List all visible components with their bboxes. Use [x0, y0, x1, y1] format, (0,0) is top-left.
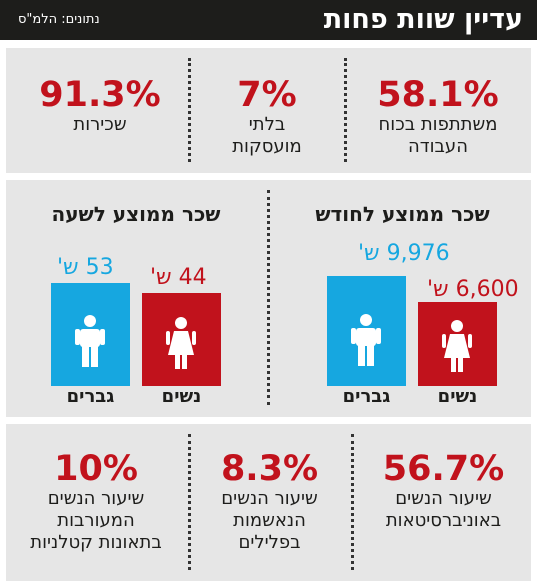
stat-label-line: המעורבות: [57, 510, 135, 531]
divider: [188, 58, 191, 162]
stat-labor-participation: 58.1% משתתפות בכוח העבודה: [348, 76, 528, 158]
woman-icon: [442, 320, 472, 372]
man-icon: [351, 314, 381, 366]
woman-icon: [166, 317, 196, 369]
stat-unemployed: 7% בלתי מועסקות: [192, 76, 342, 158]
bottom-stats-panel: 56.7% שיעור הנשים באוניברסיטאות 8.3% שיע…: [6, 424, 531, 581]
men-monthly-bar: [327, 276, 406, 386]
man-icon: [75, 315, 105, 367]
stat-salaried: 91.3% שכירות: [14, 76, 186, 136]
women-hourly-bar: [142, 293, 221, 386]
stat-label-line: שכירות: [73, 114, 127, 135]
stat-label-line: מועסקות: [232, 136, 302, 157]
stat-label-line: בתאונות קטלניות: [30, 532, 162, 553]
infographic-title: עדיין שוות פחות: [323, 4, 523, 35]
stat-value: 58.1%: [377, 75, 499, 115]
women-monthly-value: 6,600 ש': [427, 277, 519, 302]
stat-label-line: משתתפות בכוח: [378, 114, 498, 135]
men-hourly-value: 53 ש': [57, 255, 114, 280]
stat-value: 7%: [237, 75, 297, 115]
data-source: נתונים: הלמ"ס: [18, 12, 100, 27]
stat-university: 56.7% שיעור הנשים באוניברסיטאות: [356, 450, 531, 532]
stat-label-line: שיעור הנשים: [395, 488, 492, 509]
women-hourly-value: 44 ש': [150, 265, 207, 290]
men-label: גברים: [342, 386, 391, 407]
hourly-wage-title: שכר ממוצע לשעה: [51, 202, 221, 226]
stat-value: 8.3%: [220, 449, 319, 489]
stat-value: 56.7%: [382, 449, 505, 489]
stat-value: 10%: [54, 449, 138, 489]
header-bar: עדיין שוות פחות נתונים: הלמ"ס: [0, 0, 537, 40]
women-label: נשים: [161, 386, 202, 407]
stat-label-line: בפלילים: [238, 532, 301, 553]
stat-criminal: 8.3% שיעור הנשים הנאשמות בפלילים: [192, 450, 347, 554]
stat-label-line: באוניברסיטאות: [385, 510, 502, 531]
men-monthly-value: 9,976 ש': [358, 241, 450, 266]
men-label: גברים: [66, 386, 115, 407]
women-label: נשים: [437, 386, 478, 407]
wages-panel: שכר ממוצע לחודש 9,976 ש' 6,600 ש' גברים …: [6, 180, 531, 417]
top-stats-panel: 58.1% משתתפות בכוח העבודה 7% בלתי מועסקו…: [6, 48, 531, 173]
monthly-wage-title: שכר ממוצע לחודש: [315, 202, 490, 226]
divider: [188, 434, 191, 570]
stat-label-line: בלתי: [248, 114, 286, 135]
stat-label-line: הנאשמות: [233, 510, 306, 531]
men-hourly-bar: [51, 283, 130, 386]
stat-fatal-accidents: 10% שיעור הנשים המעורבות בתאונות קטלניות: [8, 450, 184, 554]
divider: [267, 190, 270, 405]
divider: [344, 58, 347, 162]
women-monthly-bar: [418, 302, 497, 386]
stat-label-line: העבודה: [408, 136, 468, 157]
stat-label-line: שיעור הנשים: [221, 488, 318, 509]
stat-label-line: שיעור הנשים: [47, 488, 145, 509]
divider: [351, 434, 354, 570]
stat-value: 91.3%: [39, 75, 161, 115]
